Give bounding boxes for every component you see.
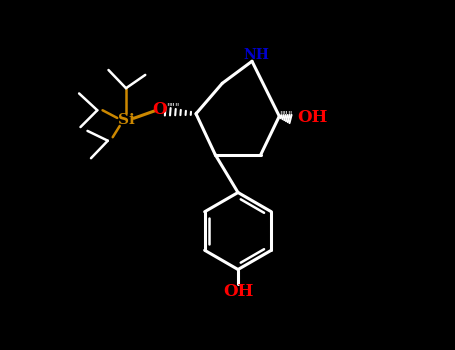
Text: """: """ [166,102,180,112]
Text: OH: OH [297,109,328,126]
Text: OH: OH [223,284,253,300]
Text: O: O [152,101,167,118]
Text: """: """ [279,110,293,120]
Text: NH: NH [243,48,269,62]
Text: Si: Si [118,113,134,127]
